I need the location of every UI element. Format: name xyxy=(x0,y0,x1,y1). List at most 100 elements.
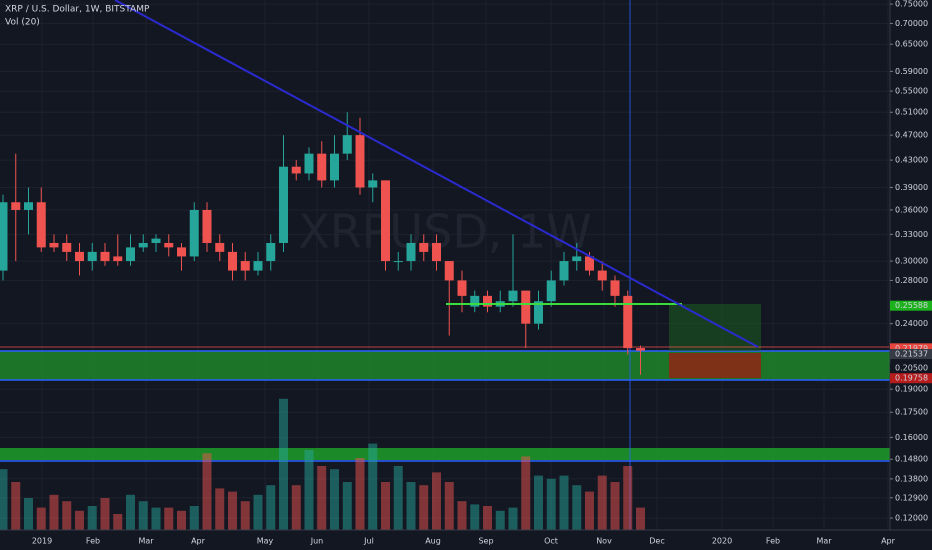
volume-bar xyxy=(87,506,97,530)
volume-bar xyxy=(24,498,33,530)
y-tick-label: 0.33000 xyxy=(895,230,928,239)
x-tick-label: Apr xyxy=(191,537,206,546)
candle-body xyxy=(75,251,84,262)
volume-bar xyxy=(113,514,123,530)
candle-body xyxy=(572,256,582,262)
volume-layer xyxy=(0,398,645,530)
candle-body xyxy=(36,202,46,248)
candle-body xyxy=(483,295,492,307)
y-tick-label: 0.51000 xyxy=(895,108,928,117)
price-tag xyxy=(890,373,932,384)
x-tick-label: Apr xyxy=(881,537,896,546)
volume-bar xyxy=(355,458,365,530)
candle-body xyxy=(24,202,33,210)
price-tag-label: 0.20500 xyxy=(895,363,928,372)
volume-bar xyxy=(189,506,199,530)
candle-body xyxy=(432,242,441,262)
candle-body xyxy=(228,251,237,271)
volume-bar xyxy=(495,510,505,530)
volume-bar xyxy=(202,453,212,530)
target-box xyxy=(669,304,761,351)
candle-body xyxy=(636,348,645,351)
volume-bar xyxy=(534,475,543,530)
candle-body xyxy=(508,290,518,302)
y-tick-label: 0.16000 xyxy=(895,433,928,442)
axis-labels: 0.75000 0.70000 0.65000 0.59000 0.55000 0.510… xyxy=(32,0,932,546)
candle-body xyxy=(100,251,110,262)
price-tag xyxy=(890,362,932,373)
volume-bar xyxy=(457,501,467,530)
volume-bar xyxy=(432,472,441,530)
candle-body xyxy=(189,209,199,257)
y-tick-label: 0.24000 xyxy=(895,319,928,328)
volume-bar xyxy=(317,466,327,530)
x-tick-label: May xyxy=(257,537,274,546)
candle-body xyxy=(126,247,135,262)
volume-bar xyxy=(610,482,620,530)
volume-bar xyxy=(623,466,633,530)
volume-bar xyxy=(100,498,110,530)
candle-body xyxy=(393,261,403,263)
volume-bar xyxy=(393,466,403,530)
volume-bar xyxy=(11,482,21,530)
price-tag xyxy=(890,300,932,311)
candle-body xyxy=(470,295,480,307)
volume-bar xyxy=(342,482,352,530)
price-axis xyxy=(890,0,932,550)
volume-bar xyxy=(585,491,594,530)
y-tick-label: 0.65000 xyxy=(895,40,928,49)
y-tick-label: 0.28000 xyxy=(895,276,928,285)
candle-body xyxy=(266,242,276,262)
y-tick-label: 0.12900 xyxy=(895,493,928,502)
volume-bar xyxy=(483,506,492,530)
x-tick-label: Jun xyxy=(310,537,324,546)
candle-body xyxy=(62,242,72,252)
y-tick-label: 0.13800 xyxy=(895,474,928,483)
volume-bar xyxy=(330,469,339,530)
volume-bar xyxy=(304,450,314,530)
candle-body xyxy=(368,180,378,188)
candle-body xyxy=(87,251,97,262)
candle-body xyxy=(0,202,8,271)
stop-box xyxy=(669,353,761,378)
price-tag-label: 0.19758 xyxy=(895,374,928,383)
price-tag xyxy=(890,349,932,360)
x-tick-label: Feb xyxy=(766,537,780,546)
candle-body xyxy=(291,166,301,174)
x-tick-label: 2020 xyxy=(712,537,732,546)
candle-body xyxy=(534,301,543,324)
candle-body xyxy=(49,242,59,248)
chart-subtitle: Vol (20) xyxy=(5,18,40,28)
x-tick-label: 2019 xyxy=(32,537,52,546)
volume-bar xyxy=(419,485,429,530)
candle-body xyxy=(559,261,569,281)
candle-body xyxy=(113,256,123,262)
volume-bar xyxy=(559,475,569,530)
candle-body xyxy=(330,153,339,181)
volume-bar xyxy=(406,482,416,530)
candle-body xyxy=(138,242,148,248)
candle-body xyxy=(355,135,365,188)
volume-bar xyxy=(521,456,531,530)
x-tick-label: Jul xyxy=(363,537,374,546)
x-tick-label: Feb xyxy=(86,537,100,546)
chart-title: XRP / U.S. Dollar, 1W, BITSTAMP xyxy=(5,5,150,15)
y-tick-label: 0.12000 xyxy=(895,514,928,523)
y-tick-label: 0.43000 xyxy=(895,156,928,165)
y-tick-label: 0.17500 xyxy=(895,408,928,417)
volume-bar xyxy=(572,485,582,530)
y-tick-label: 0.75000 xyxy=(895,0,928,9)
candle-body xyxy=(151,238,161,243)
volume-bar xyxy=(228,491,237,530)
volume-bar xyxy=(291,485,301,530)
candle-body xyxy=(177,247,186,257)
volume-bar xyxy=(138,501,148,530)
candle-body xyxy=(11,202,21,210)
candle-body xyxy=(521,290,531,324)
volume-zone xyxy=(0,448,890,460)
volume-bar xyxy=(253,494,263,530)
y-tick-label: 0.70000 xyxy=(895,19,928,28)
volume-bar xyxy=(381,482,390,530)
